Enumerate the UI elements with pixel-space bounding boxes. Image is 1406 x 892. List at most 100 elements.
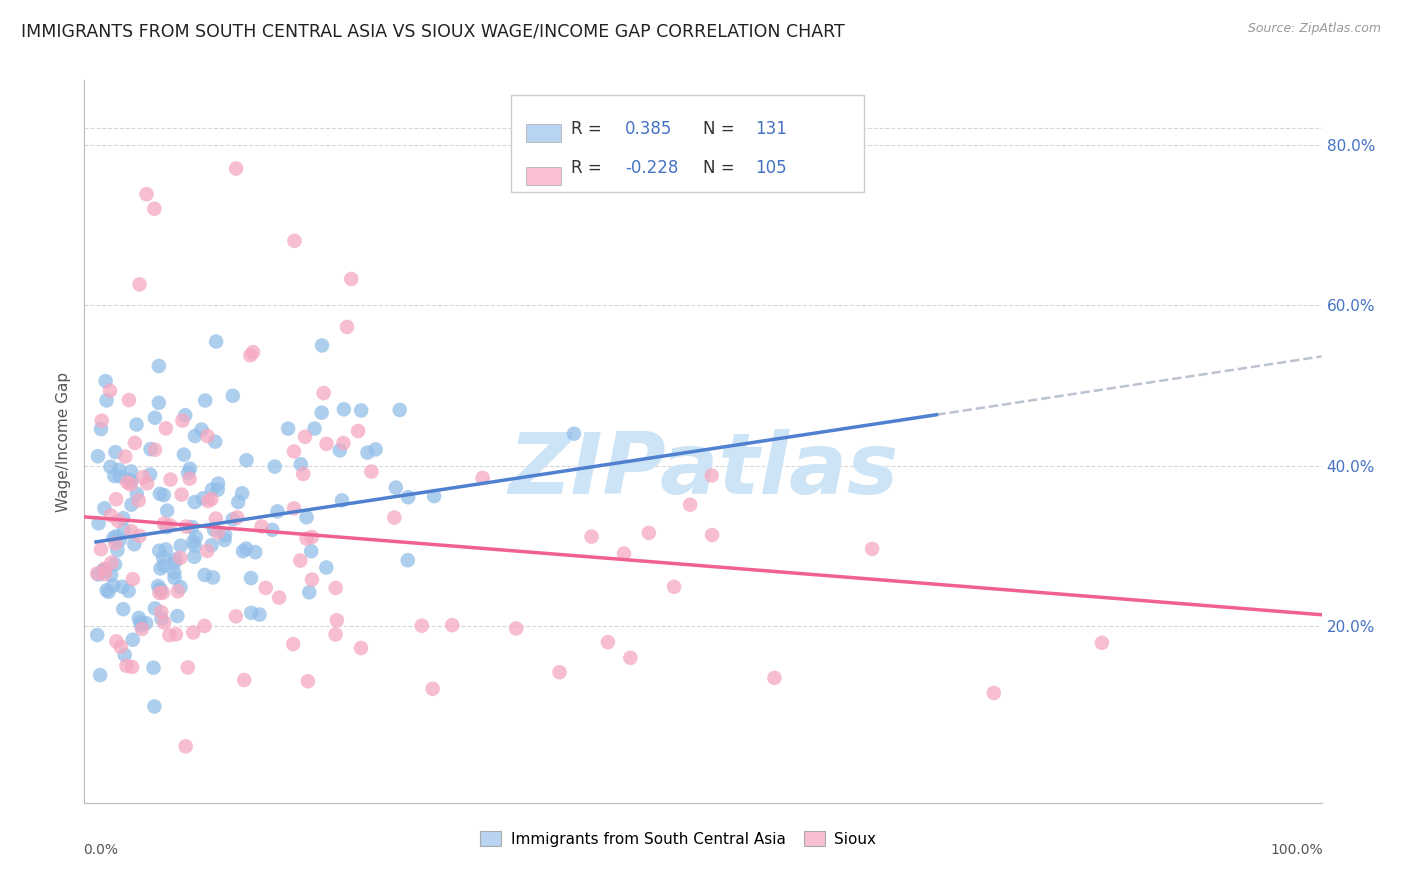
Point (121, 572, 143, 586)
Point (388, 403, 411, 417)
Point (222, 389, 245, 403)
Point (148, 396, 170, 410)
Point (232, 544, 254, 558)
Point (679, 498, 702, 512)
Point (91, 563, 114, 577)
Point (96, 583, 118, 598)
Point (103, 469, 125, 483)
Point (700, 468, 723, 483)
Point (183, 495, 205, 509)
Point (166, 609, 188, 624)
Point (283, 234, 305, 248)
Point (396, 553, 419, 567)
Point (89, 668, 111, 682)
Point (200, 538, 222, 552)
Point (240, 571, 263, 585)
Point (104, 445, 127, 459)
Point (194, 393, 217, 408)
Point (860, 541, 883, 556)
Point (112, 523, 135, 537)
Point (169, 550, 191, 565)
Point (173, 448, 195, 462)
Text: 0.385: 0.385 (626, 120, 672, 138)
Point (181, 520, 204, 534)
Point (763, 671, 786, 685)
Point (94, 567, 117, 582)
Point (193, 619, 215, 633)
Point (143, 699, 166, 714)
Point (207, 525, 229, 540)
Point (197, 429, 219, 443)
Point (124, 537, 146, 551)
Point (152, 558, 174, 573)
Point (104, 558, 127, 572)
Point (87, 450, 110, 464)
Point (254, 581, 277, 595)
Point (108, 533, 131, 547)
Point (101, 578, 124, 592)
Point (112, 511, 135, 525)
Point (596, 635, 619, 649)
Point (184, 530, 207, 544)
Point (201, 570, 224, 584)
Point (112, 602, 135, 616)
Point (132, 470, 155, 484)
Point (159, 518, 181, 533)
Point (114, 648, 136, 662)
FancyBboxPatch shape (526, 167, 561, 185)
Point (195, 544, 218, 558)
Point (143, 202, 166, 216)
Point (128, 493, 150, 508)
Point (581, 530, 603, 544)
Point (87, 516, 110, 531)
Point (183, 549, 205, 564)
Point (266, 504, 288, 518)
Point (150, 605, 173, 619)
Text: N =: N = (703, 159, 740, 177)
Point (179, 472, 201, 486)
Point (120, 477, 142, 491)
Point (441, 618, 464, 632)
Point (94, 374, 117, 388)
Point (155, 542, 177, 557)
Point (295, 532, 318, 546)
Point (104, 536, 127, 550)
Point (124, 436, 146, 450)
Point (619, 650, 641, 665)
Point (152, 586, 174, 600)
Point (184, 539, 207, 553)
Text: 105: 105 (755, 159, 786, 177)
Point (94, 563, 117, 577)
Point (107, 543, 129, 558)
Point (169, 580, 191, 594)
Point (103, 531, 125, 545)
Point (172, 413, 194, 427)
Point (360, 465, 382, 479)
Point (139, 442, 162, 456)
Point (263, 459, 285, 474)
Text: R =: R = (571, 120, 606, 138)
Point (204, 434, 226, 449)
Point (262, 523, 284, 537)
Point (200, 491, 222, 506)
Point (350, 403, 373, 417)
Point (191, 491, 214, 506)
Point (181, 625, 204, 640)
Point (166, 584, 188, 599)
Point (356, 445, 378, 459)
Point (197, 494, 219, 508)
Point (148, 359, 170, 373)
Point (105, 529, 128, 543)
Point (146, 579, 169, 593)
Point (165, 552, 187, 566)
Point (301, 530, 323, 544)
Point (97, 584, 120, 599)
Point (235, 453, 257, 467)
Point (225, 161, 247, 176)
Point (174, 519, 197, 533)
Point (118, 473, 141, 487)
Point (174, 739, 197, 754)
Point (662, 580, 685, 594)
Point (152, 488, 174, 502)
Point (179, 461, 201, 475)
